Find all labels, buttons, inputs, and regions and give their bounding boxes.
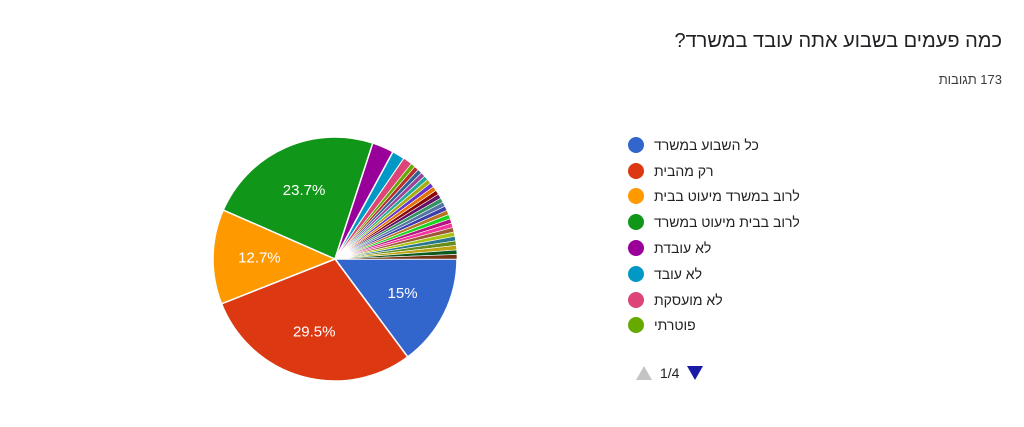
legend-label: לא מועסקת: [654, 291, 723, 308]
legend-next-page-icon[interactable]: [687, 366, 704, 380]
legend-swatch-icon: [628, 136, 644, 153]
legend-item[interactable]: לרוב בבית מיעוט במשרד: [628, 209, 888, 235]
legend-label: לרוב בבית מיעוט במשרד: [654, 214, 800, 231]
pie-chart-svg: 15% 29.5% 12.7% 23.7%: [212, 136, 458, 382]
legend-label: רק מהבית: [654, 162, 714, 179]
legend-swatch-icon: [628, 162, 644, 179]
legend-pager: 1/4: [636, 363, 704, 383]
pie-slice[interactable]: [212, 209, 337, 305]
legend-item[interactable]: לא עובדת: [628, 235, 888, 261]
slice-percent-label: 29.5%: [293, 324, 336, 341]
legend-item[interactable]: לא מועסקת: [628, 287, 888, 313]
legend-swatch-icon: [628, 240, 644, 257]
response-count: 173 תגובות: [938, 72, 1002, 87]
pie-slice[interactable]: [333, 258, 458, 359]
legend-item[interactable]: רק מהבית: [628, 158, 888, 184]
legend-label: כל השבוע במשרד: [654, 136, 759, 153]
pie-slice[interactable]: [222, 136, 374, 261]
slice-percent-label: 23.7%: [283, 182, 326, 199]
pie-slice[interactable]: [220, 258, 409, 382]
pie-chart: 15% 29.5% 12.7% 23.7%: [205, 136, 465, 386]
legend-swatch-icon: [628, 291, 644, 308]
question-title: כמה פעמים בשבוע אתה עובד במשרד?: [674, 30, 1002, 52]
legend-label: פוטרתי: [654, 317, 696, 334]
legend-item[interactable]: כל השבוע במשרד: [628, 132, 888, 158]
legend-item[interactable]: לא עובד: [628, 261, 888, 287]
slice-percent-label: 15%: [388, 285, 418, 302]
legend-item[interactable]: לרוב במשרד מיעוט בבית: [628, 184, 888, 210]
legend-swatch-icon: [628, 265, 644, 282]
legend-swatch-icon: [628, 317, 644, 334]
legend-page-indicator: 1/4: [660, 365, 680, 381]
legend-label: לא עובד: [654, 265, 703, 282]
slice-percent-label: 12.7%: [238, 250, 281, 267]
legend-swatch-icon: [628, 214, 644, 231]
pie-slice[interactable]: [334, 254, 458, 260]
legend-prev-page-icon[interactable]: [636, 366, 652, 380]
chart-legend: כל השבוע במשרד רק מהבית לרוב במשרד מיעוט ב…: [628, 132, 888, 338]
legend-swatch-icon: [628, 188, 644, 205]
legend-label: לרוב במשרד מיעוט בבית: [654, 188, 800, 205]
legend-label: לא עובדת: [654, 240, 712, 257]
legend-item[interactable]: פוטרתי: [628, 313, 888, 339]
